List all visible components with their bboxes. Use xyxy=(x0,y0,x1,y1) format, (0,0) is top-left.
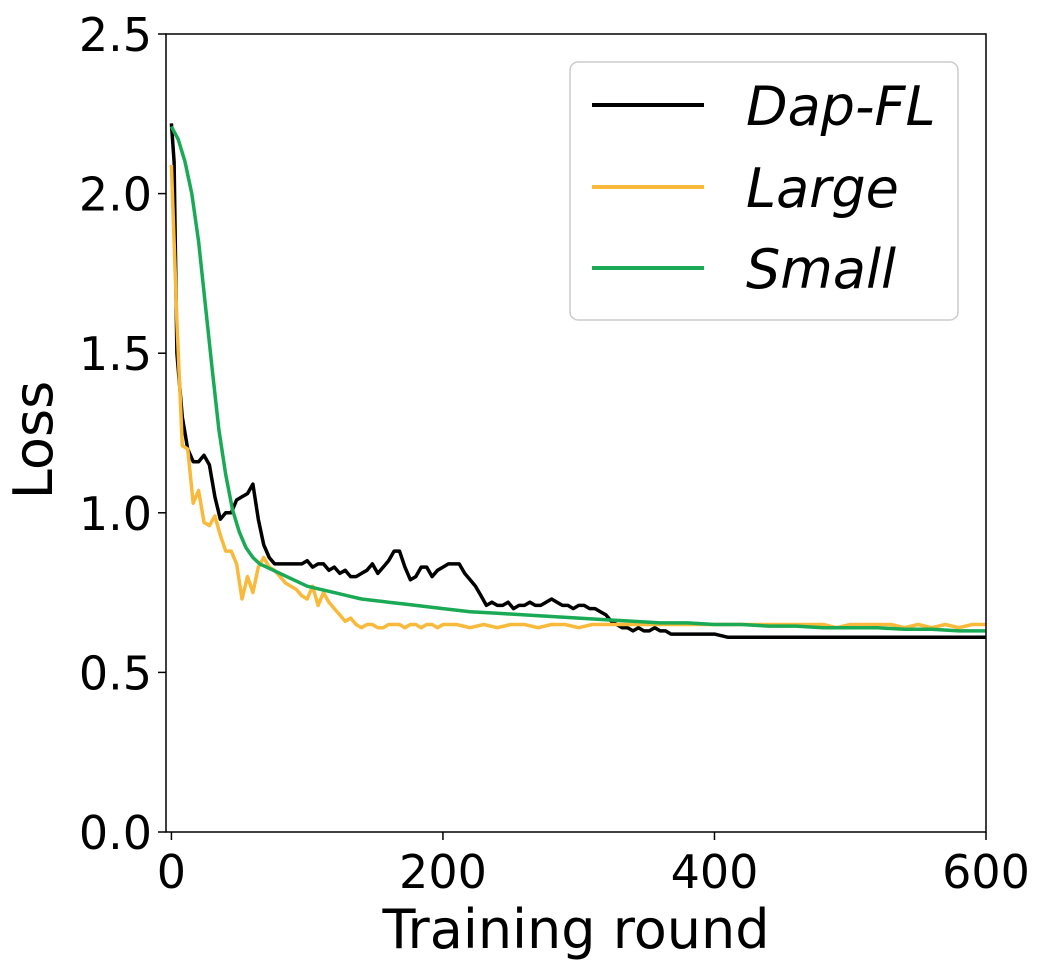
x-tick-label: 600 xyxy=(942,845,1030,899)
legend-label-large: Large xyxy=(746,157,899,220)
y-axis-title: Loss xyxy=(2,381,65,499)
y-tick-label: 1.5 xyxy=(79,327,152,381)
ticks-layer: 0 200 400 600 0.0 0.5 1.0 1.5 2.0 2.5 xyxy=(79,8,1030,899)
y-tick-label: 2.0 xyxy=(79,168,152,222)
legend-box xyxy=(569,61,959,321)
plot-frame xyxy=(165,33,987,833)
legend-label-dap-fl: Dap-FL xyxy=(746,75,936,138)
y-tick-label: 2.5 xyxy=(79,8,152,62)
legend-label-small: Small xyxy=(746,238,896,301)
x-axis-title: Training round xyxy=(381,898,769,961)
y-tick-label: 1.0 xyxy=(79,487,152,541)
y-tick-label: 0.5 xyxy=(79,646,152,700)
x-tick-label: 0 xyxy=(157,845,186,899)
series-line-dap-fl xyxy=(169,123,986,640)
x-tick-label: 400 xyxy=(671,845,759,899)
series-line-small xyxy=(169,125,986,633)
x-tick-label: 200 xyxy=(399,845,487,899)
legend: Dap-FL Large Small xyxy=(569,61,959,321)
series-layer xyxy=(169,123,986,640)
y-tick-label: 0.0 xyxy=(79,806,152,860)
